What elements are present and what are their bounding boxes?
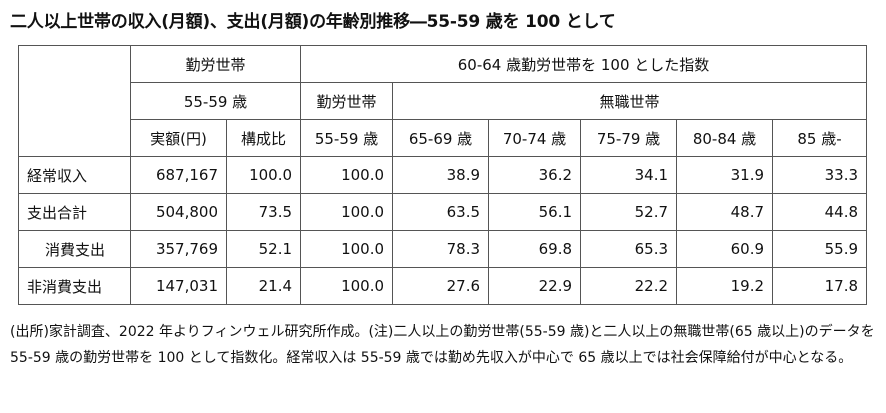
table-cell: 55.9 [772,230,868,268]
table-cell: 100.0 [300,193,394,231]
table-row: 支出合計 504,800 73.5 100.0 63.5 56.1 52.7 4… [18,193,868,231]
header-index-group: 60-64 歳勤労世帯を 100 とした指数 [300,45,868,83]
table-cell: 17.8 [772,267,868,305]
col-header: 実額(円) [130,119,227,157]
table-row: 非消費支出 147,031 21.4 100.0 27.6 22.9 22.2 … [18,267,868,305]
header-working: 勤労世帯 [129,45,302,83]
table-cell: 100.0 [300,230,394,268]
col-header: 構成比 [225,119,302,157]
header-unemployed: 無職世帯 [392,82,868,120]
table-cell: 63.5 [392,193,490,231]
col-header: 70-74 歳 [488,119,582,157]
col-header: 85 歳- [772,119,868,157]
table-cell: 100.0 [300,267,394,305]
row-label: 非消費支出 [18,267,131,305]
table-cell: 21.4 [225,267,302,305]
table-cell: 22.2 [580,267,678,305]
table-cell: 357,769 [130,230,227,268]
table-cell: 27.6 [392,267,490,305]
header-row-2: 55-59 歳 勤労世帯 無職世帯 [19,82,868,120]
table-cell: 100.0 [225,156,302,194]
header-row-3: 実額(円) 構成比 55-59 歳 65-69 歳 70-74 歳 75-79 … [19,119,868,157]
row-label: 消費支出 [18,230,131,268]
table-cell: 65.3 [580,230,678,268]
table-cell: 100.0 [300,156,394,194]
table-cell: 687,167 [130,156,227,194]
data-table: 勤労世帯 60-64 歳勤労世帯を 100 とした指数 55-59 歳 勤労世帯… [18,45,868,305]
header-age-55-59: 55-59 歳 [129,82,302,120]
table-cell: 19.2 [676,267,774,305]
col-header: 65-69 歳 [392,119,490,157]
header-row-1: 勤労世帯 60-64 歳勤労世帯を 100 とした指数 [18,45,868,157]
col-header: 55-59 歳 [300,119,394,157]
col-header: 75-79 歳 [580,119,678,157]
table-cell: 78.3 [392,230,490,268]
table-cell: 34.1 [580,156,678,194]
header-corner-cell [18,45,131,157]
table-cell: 73.5 [225,193,302,231]
table-cell: 52.1 [225,230,302,268]
table-cell: 22.9 [488,267,582,305]
row-label: 支出合計 [18,193,131,231]
table-title: 二人以上世帯の収入(月額)、支出(月額)の年齢別推移―55-59 歳を 100 … [10,12,616,32]
table-cell: 69.8 [488,230,582,268]
row-label: 経常収入 [18,156,131,194]
table-cell: 38.9 [392,156,490,194]
header-working-sub: 勤労世帯 [300,82,394,120]
table-cell: 147,031 [130,267,227,305]
table-cell: 504,800 [130,193,227,231]
source-note: (出所)家計調査、2022 年よりフィンウェル研究所作成。(注)二人以上の勤労世… [10,324,875,366]
table-cell: 44.8 [772,193,868,231]
table-row: 消費支出 357,769 52.1 100.0 78.3 69.8 65.3 6… [18,230,868,268]
table-cell: 52.7 [580,193,678,231]
table-cell: 56.1 [488,193,582,231]
table-cell: 33.3 [772,156,868,194]
table-cell: 48.7 [676,193,774,231]
table-cell: 60.9 [676,230,774,268]
table-cell: 31.9 [676,156,774,194]
table-cell: 36.2 [488,156,582,194]
col-header: 80-84 歳 [676,119,774,157]
table-row: 経常収入 687,167 100.0 100.0 38.9 36.2 34.1 … [18,156,868,194]
